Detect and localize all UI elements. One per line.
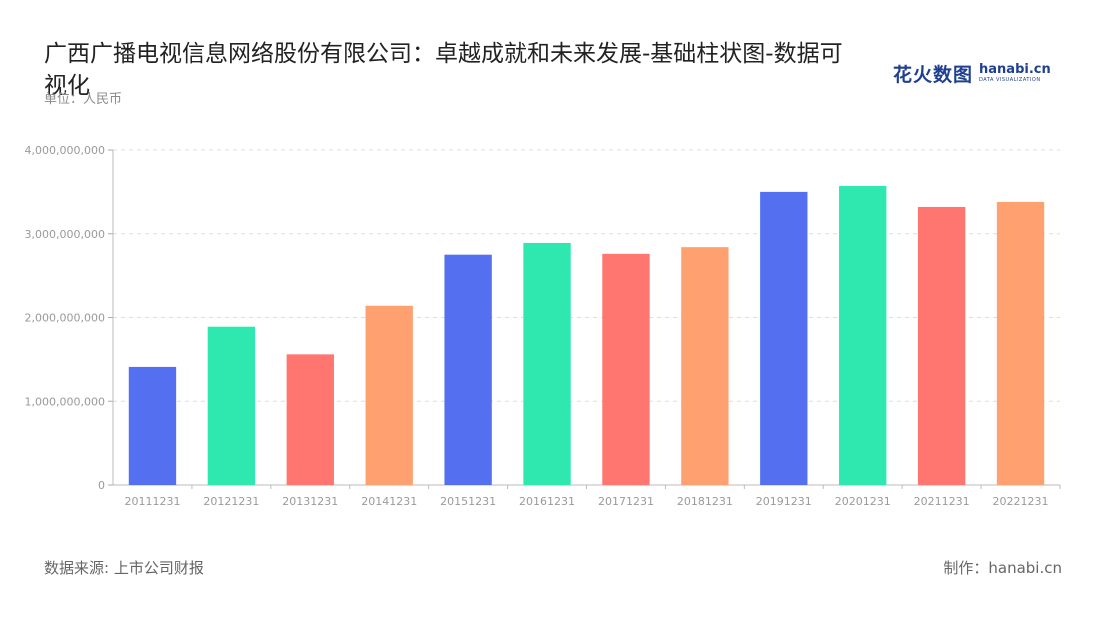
logo-en-text: hanabi.cn [979, 62, 1051, 77]
logo-sub-text: DATA VISUALIZATION [979, 77, 1041, 83]
grid-layer [113, 149, 1060, 402]
unit-label: 单位：人民币 [44, 92, 123, 107]
brand-logo: 花火数图 hanabi.cn DATA VISUALIZATION [893, 58, 1051, 88]
x-tick-labels: 20111231 20121231 20131231 20141231 20151231… [124, 495, 1048, 508]
y-tick-label: 4,000,000,000 [25, 144, 105, 157]
bar-20151231 [444, 254, 492, 485]
bar-20181231 [681, 247, 729, 485]
x-tick-label: 20141231 [361, 495, 417, 508]
x-tick-label: 20181231 [677, 495, 733, 508]
bar-20161231 [523, 242, 571, 485]
axis-layer [108, 149, 1061, 489]
x-tick-label: 20111231 [124, 495, 180, 508]
bar-20201231 [839, 186, 887, 485]
x-tick-label: 20161231 [519, 495, 575, 508]
chart-title: 广西广播电视信息网络股份有限公司：卓越成就和未来发展-基础柱状图-数据可视化 [44, 41, 843, 99]
bar-20171231 [602, 253, 650, 485]
bar-20141231 [365, 305, 413, 485]
bar-20111231 [128, 366, 177, 485]
y-tick-label: 3,000,000,000 [25, 228, 105, 241]
y-tick-label: 2,000,000,000 [25, 312, 105, 325]
y-tick-label: 0 [98, 479, 105, 492]
x-tick-label: 20171231 [598, 495, 654, 508]
x-tick-label: 20131231 [282, 495, 338, 508]
x-tick-label: 20221231 [993, 495, 1049, 508]
data-source: 数据来源: 上市公司财报 [44, 559, 204, 577]
x-tick-label: 20191231 [756, 495, 812, 508]
maker-credit: 制作：hanabi.cn [943, 559, 1062, 577]
x-tick-label: 20121231 [203, 495, 259, 508]
y-tick-labels: 0 1,000,000,000 2,000,000,000 3,000,000,000… [25, 144, 105, 492]
x-tick-label: 20151231 [440, 495, 496, 508]
logo-en-block: hanabi.cn DATA VISUALIZATION [979, 63, 1051, 83]
x-tick-label: 20211231 [914, 495, 970, 508]
bar-20121231 [207, 326, 256, 485]
x-tick-label: 20201231 [835, 495, 891, 508]
bar-20191231 [760, 191, 808, 485]
y-tick-label: 1,000,000,000 [25, 395, 105, 408]
bar-layer [128, 186, 1045, 486]
bar-20221231 [996, 201, 1045, 486]
bar-20131231 [286, 354, 334, 485]
logo-cn-text: 花火数图 [893, 63, 974, 86]
bar-20211231 [917, 206, 966, 485]
